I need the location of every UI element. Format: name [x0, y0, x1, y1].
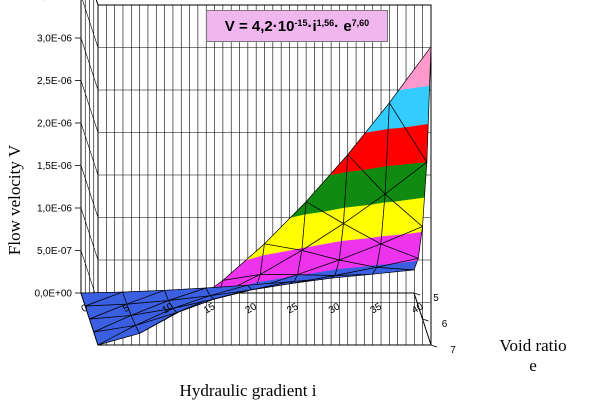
y-tick-label: 3,0E-06: [37, 34, 72, 45]
y-tick-label: 1,0E-06: [37, 204, 72, 215]
z-tick-mark: [413, 292, 421, 296]
x-tick-label: 30: [327, 301, 343, 316]
z-axis-title-line1: Void ratio: [499, 336, 566, 355]
x-tick-label: 20: [244, 301, 260, 316]
equation-lhs: V = 4,2·10: [224, 17, 295, 35]
z-tick-label: 6: [442, 319, 448, 330]
z-axis-ticks: 5 6 7: [413, 292, 456, 356]
equation-mid2: · e: [334, 17, 352, 35]
z-tick-label: 5: [433, 293, 439, 304]
x-tick-label: 5: [121, 302, 132, 315]
equation-mid1: ·i: [307, 17, 317, 35]
horizontal-gridline: [96, 0, 431, 6]
surface-mesh-cell: [379, 226, 423, 259]
y-tick-label: 2,0E-06: [37, 119, 72, 130]
y-axis-ticks: 0,0E+00 5,0E-07 1,0E-06 1,5E-06 2,0E-06 2,5E-…: [34, 0, 81, 300]
surface-mesh-cell: [384, 161, 428, 228]
y-axis-title: Flow velocity V: [5, 144, 24, 255]
y-tick-label: 5,0E-07: [37, 246, 72, 257]
y-tick-label: 1,5E-06: [37, 161, 72, 172]
equation-label: V = 4,2·10 -15 ·i 1,56 · e 7,60: [206, 10, 388, 42]
x-tick-label: 0: [80, 302, 91, 315]
y-tick-label: 3,5E-06: [37, 0, 72, 2]
equation-exp3: 7,60: [351, 18, 370, 28]
equation-exp1: -15: [294, 18, 308, 28]
z-tick-mark: [422, 318, 429, 322]
equation-exp2: 1,56: [316, 18, 335, 28]
chart-gridlines: [80, 0, 432, 346]
x-tick-label: 15: [202, 301, 218, 316]
y-tick-label: 2,5E-06: [37, 76, 72, 87]
x-tick-label: 10: [160, 301, 176, 316]
z-tick-label: 7: [450, 345, 456, 356]
x-axis-ticks: 0 5 10 15 20 25 30 35 40: [80, 301, 426, 316]
x-tick-label: 40: [410, 301, 426, 316]
surface-plot: [80, 45, 432, 346]
surface-mesh-cell: [388, 45, 432, 164]
x-tick-label: 25: [285, 301, 301, 316]
x-tick-label: 35: [369, 301, 385, 316]
surface-mesh-cell: [376, 257, 419, 271]
z-axis-title-line2: e: [529, 356, 537, 375]
z-tick-mark: [430, 344, 438, 348]
x-axis-title: Hydraulic gradient i: [180, 381, 317, 400]
y-tick-label: 0,0E+00: [34, 289, 72, 300]
